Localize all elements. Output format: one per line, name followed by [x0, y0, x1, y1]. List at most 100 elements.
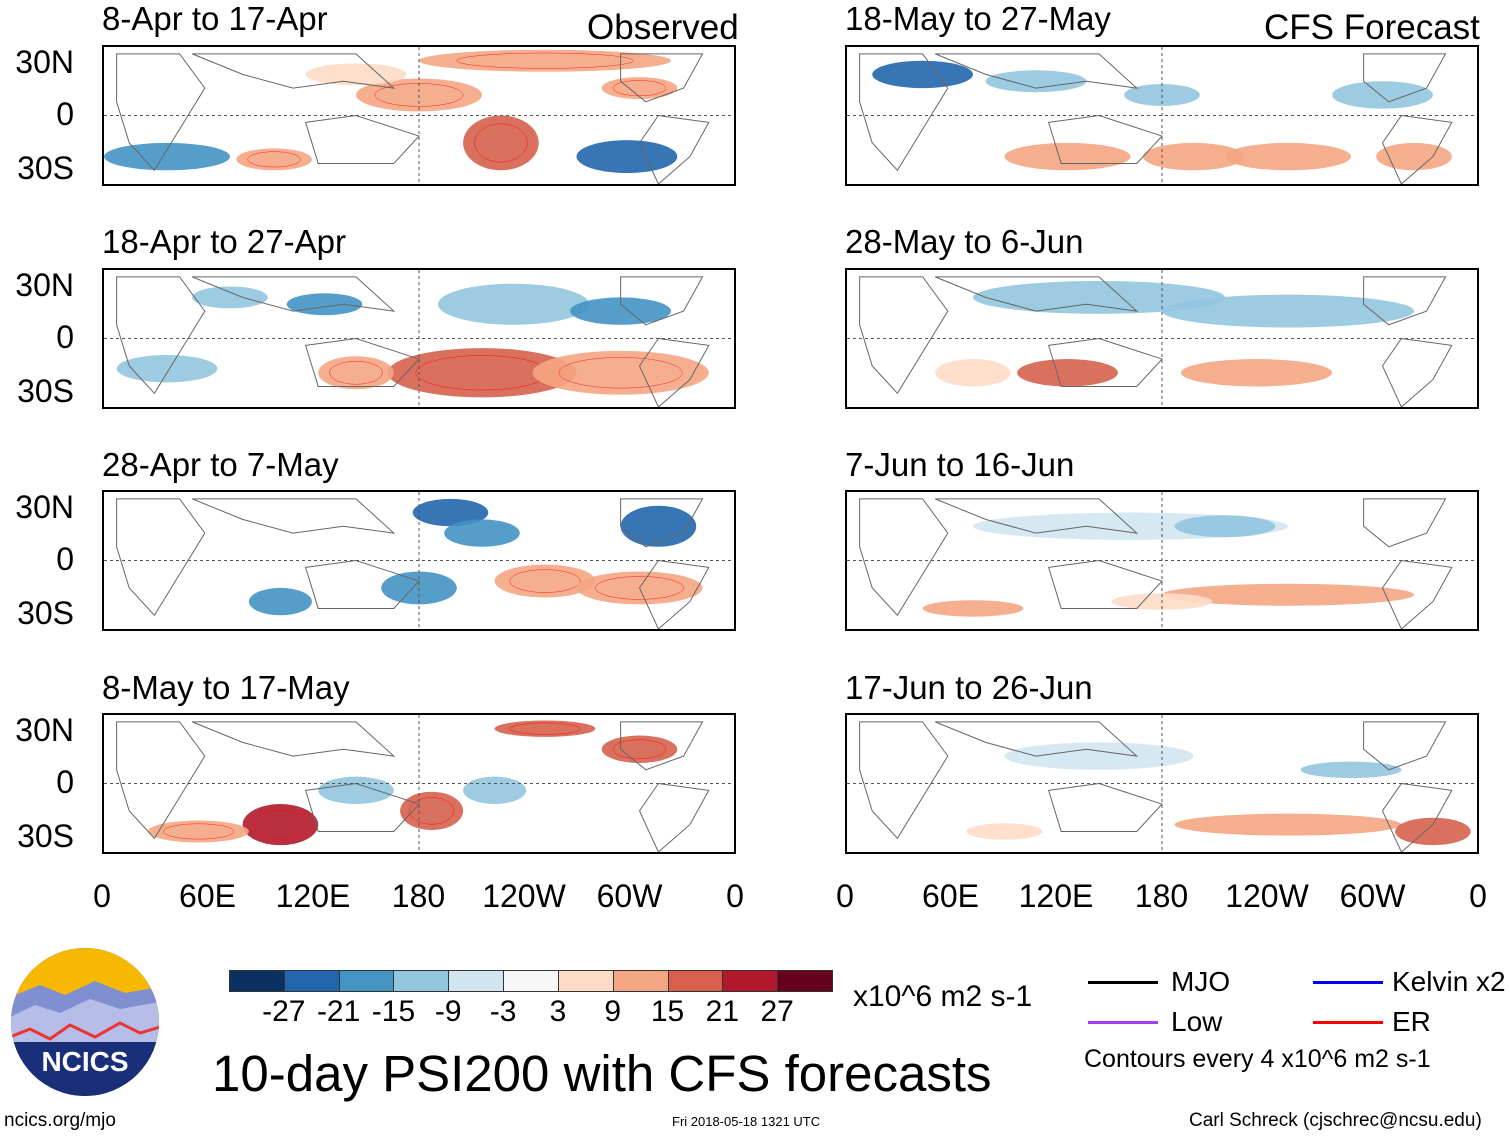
colorbar-tick-label: -9 [434, 995, 462, 1028]
psi-anomaly-blob [437, 283, 590, 325]
psi-anomaly-blob [935, 359, 1011, 387]
legend-line-mjo [1088, 981, 1158, 984]
psi-anomaly-blob [966, 823, 1043, 840]
lon-tick-label: 120E [1018, 878, 1094, 914]
psi-anomaly-blob [985, 70, 1087, 93]
psi-anomaly-blob [318, 776, 394, 805]
psi-anomaly-blob [1376, 142, 1452, 171]
psi-anomaly-blob [444, 519, 520, 547]
lat-tick-label: 0 [56, 541, 74, 577]
colorbar-tick-label: 21 [705, 995, 740, 1028]
lon-tick-label: 0 [93, 878, 111, 914]
psi-anomaly-blob [1395, 817, 1471, 846]
lon-tick-label: 120E [275, 878, 351, 914]
forecast-map-panel [845, 713, 1479, 854]
colorbar-tick-label: -27 [262, 995, 306, 1028]
colorbar-units: x10^6 m2 s-1 [853, 980, 1033, 1013]
panel-title: 18-May to 27-May [845, 0, 1111, 37]
lat-tick-label: 30S [17, 818, 74, 854]
psi-anomaly-blob [1162, 583, 1414, 606]
psi-anomaly-blob [1332, 81, 1433, 109]
lat-tick-label: 30S [17, 595, 74, 631]
psi-anomaly-blob [570, 297, 671, 325]
footer-author: Carl Schreck (cjschrec@ncsu.edu) [1189, 1110, 1482, 1131]
colorbar-tick-label: 27 [760, 995, 794, 1028]
psi-anomaly-blob [463, 776, 527, 805]
ncics-logo: NCICS [10, 947, 160, 1097]
psi-anomaly-blob [1004, 142, 1131, 171]
forecast-label: CFS Forecast [1264, 8, 1480, 47]
observed-map-panel [102, 45, 736, 186]
lon-tick-label: 60W [1339, 878, 1406, 914]
psi-anomaly-blob [1300, 761, 1402, 779]
lon-tick-label: 120W [1225, 878, 1309, 914]
psi-anomaly-blob [1174, 813, 1402, 836]
observed-map-panel [102, 268, 736, 409]
footer-url[interactable]: ncics.org/mjo [4, 1110, 116, 1131]
lon-tick-label: 60E [922, 878, 979, 914]
colorbar-swatch [338, 970, 395, 992]
continent-outline [117, 499, 709, 629]
psi-anomaly-blob [1143, 142, 1244, 171]
colorbar-swatch [448, 970, 505, 992]
panel-title: 7-Jun to 16-Jun [845, 446, 1075, 483]
colorbar-swatch [722, 970, 779, 992]
observed-map-panel [102, 713, 736, 854]
psi-anomaly-blob [463, 115, 539, 171]
svg-text:NCICS: NCICS [41, 1046, 128, 1077]
legend-line-kelvin [1313, 981, 1383, 984]
legend-line-low [1088, 1021, 1158, 1024]
colorbar-swatch [503, 970, 559, 992]
colorbar-tick-label: -15 [371, 995, 416, 1028]
colorbar-swatch [229, 970, 285, 992]
continent-outline [860, 277, 1452, 407]
psi-anomaly-blob [1174, 515, 1276, 538]
colorbar-swatch [777, 970, 833, 992]
lon-tick-label: 60W [596, 878, 663, 914]
lat-tick-label: 30S [17, 150, 74, 186]
lat-tick-label: 0 [56, 319, 74, 355]
lon-tick-label: 0 [1469, 878, 1487, 914]
er-contour [613, 740, 666, 759]
panel-title: 18-Apr to 27-Apr [102, 223, 346, 260]
psi-anomaly-blob [1162, 294, 1414, 328]
er-contour [248, 152, 301, 167]
lon-tick-label: 180 [391, 878, 446, 914]
psi-anomaly-blob [576, 140, 678, 174]
observed-label: Observed [587, 8, 739, 47]
forecast-map-panel [845, 490, 1479, 631]
er-contour [410, 797, 454, 824]
panel-title: 8-Apr to 17-Apr [102, 0, 328, 37]
lon-tick-label: 180 [1134, 878, 1189, 914]
er-contour [510, 723, 581, 735]
lat-tick-label: 30N [15, 44, 74, 80]
er-contour [595, 576, 683, 599]
er-contour [559, 357, 682, 388]
psi-anomaly-blob [116, 354, 218, 383]
lat-tick-label: 30N [15, 712, 74, 748]
colorbar-tick-label: -21 [316, 995, 361, 1028]
lon-tick-label: 60E [179, 878, 236, 914]
continent-outline [860, 54, 1452, 184]
colorbar-swatch [667, 970, 724, 992]
lat-tick-label: 30N [15, 489, 74, 525]
psi-anomaly-blob [248, 587, 312, 616]
colorbar-tick-label: 3 [549, 995, 567, 1028]
forecast-map-panel [845, 45, 1479, 186]
continent-outline [117, 54, 709, 184]
er-contour [254, 810, 307, 839]
colorbar-tick-label: 15 [650, 995, 685, 1028]
psi-anomaly-blob [1180, 359, 1333, 387]
psi-anomaly-blob [872, 60, 973, 89]
psi-anomaly-blob [305, 63, 407, 86]
lon-tick-label: 0 [726, 878, 744, 914]
legend-label-low: Low [1171, 1006, 1223, 1037]
legend-line-er [1313, 1021, 1383, 1024]
legend-label-er: ER [1392, 1006, 1431, 1037]
psi-anomaly-blob [1017, 359, 1118, 387]
panel-title: 17-Jun to 26-Jun [845, 669, 1093, 706]
colorbar-swatch [283, 970, 340, 992]
psi-anomaly-blob [192, 286, 268, 309]
psi-anomaly-blob [532, 350, 709, 395]
colorbar-swatch [557, 970, 614, 992]
